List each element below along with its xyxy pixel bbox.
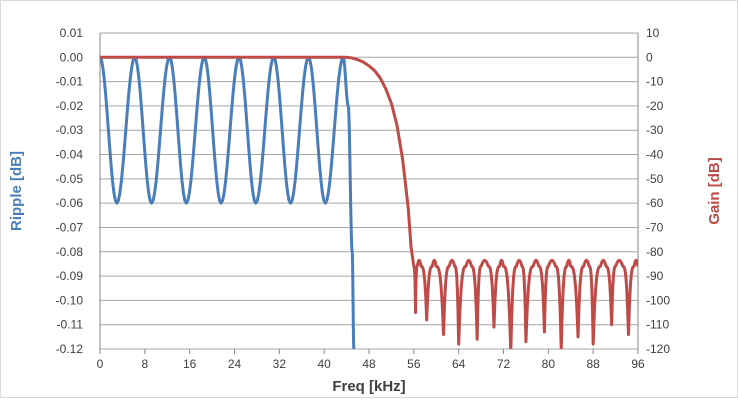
right-tick-label: -30: [646, 123, 664, 137]
x-axis-title: Freq [kHz]: [332, 378, 405, 395]
left-tick-label: -0.08: [56, 245, 84, 259]
left-tick-label: -0.03: [56, 123, 84, 137]
right-axis-title: Gain [dB]: [706, 157, 723, 225]
right-tick-label: -110: [646, 318, 669, 332]
right-tick-label: -20: [646, 99, 664, 113]
left-tick-label: -0.11: [57, 318, 84, 332]
left-tick-label: -0.07: [56, 220, 84, 234]
gridlines: [99, 32, 639, 350]
x-tick-label: 32: [273, 357, 287, 371]
x-tick-label: 64: [452, 357, 466, 371]
right-tick-label: -80: [646, 245, 664, 259]
left-tick-label: -0.09: [56, 269, 84, 283]
x-tick-label: 8: [141, 357, 148, 371]
right-tick-label: -50: [646, 172, 664, 186]
gain-series-line: [100, 55, 638, 349]
x-tick-label: 24: [228, 357, 242, 371]
x-tick-label: 0: [97, 357, 104, 371]
left-tick-label: -0.12: [56, 342, 84, 356]
ripple-series-line: [100, 55, 356, 349]
x-tick-label: 16: [183, 357, 197, 371]
left-tick-label: -0.10: [56, 293, 84, 307]
x-tick-label: 40: [317, 357, 331, 371]
right-tick-label: -90: [646, 269, 664, 283]
left-tick-label: 0.01: [60, 26, 84, 40]
left-tick-label: -0.05: [56, 172, 84, 186]
series-layer: [100, 55, 638, 349]
x-tick-label: 56: [407, 357, 421, 371]
x-axis-ticks: 0 8 16 24 32 40 48 56 64 72 80 88 96: [97, 349, 645, 371]
left-axis-ticks: 0.01 0.00 -0.01 -0.02 -0.03 -0.04 -0.05 -0.06 -0…: [56, 26, 84, 356]
right-tick-label: -120: [646, 342, 670, 356]
right-tick-label: -100: [646, 293, 670, 307]
x-tick-label: 80: [542, 357, 556, 371]
right-tick-label: -40: [646, 148, 664, 162]
left-tick-label: 0.00: [60, 50, 84, 64]
left-tick-label: -0.06: [56, 196, 84, 210]
left-tick-label: -0.01: [56, 75, 84, 89]
x-tick-label: 48: [362, 357, 376, 371]
x-tick-label: 88: [586, 357, 600, 371]
right-tick-label: -70: [646, 220, 664, 234]
x-tick-label: 72: [497, 357, 511, 371]
left-axis-title: Ripple [dB]: [8, 151, 25, 231]
x-tick-label: 96: [631, 357, 645, 371]
right-tick-label: 10: [646, 26, 660, 40]
right-tick-label: -60: [646, 196, 664, 210]
right-tick-label: 0: [646, 50, 653, 64]
right-axis-ticks: 10 0 -10 -20 -30 -40 -50 -60 -70 -80 -90 -100 -110 -1…: [646, 26, 670, 356]
left-tick-label: -0.02: [56, 99, 84, 113]
left-tick-label: -0.04: [56, 148, 84, 162]
right-tick-label: -10: [646, 75, 664, 89]
